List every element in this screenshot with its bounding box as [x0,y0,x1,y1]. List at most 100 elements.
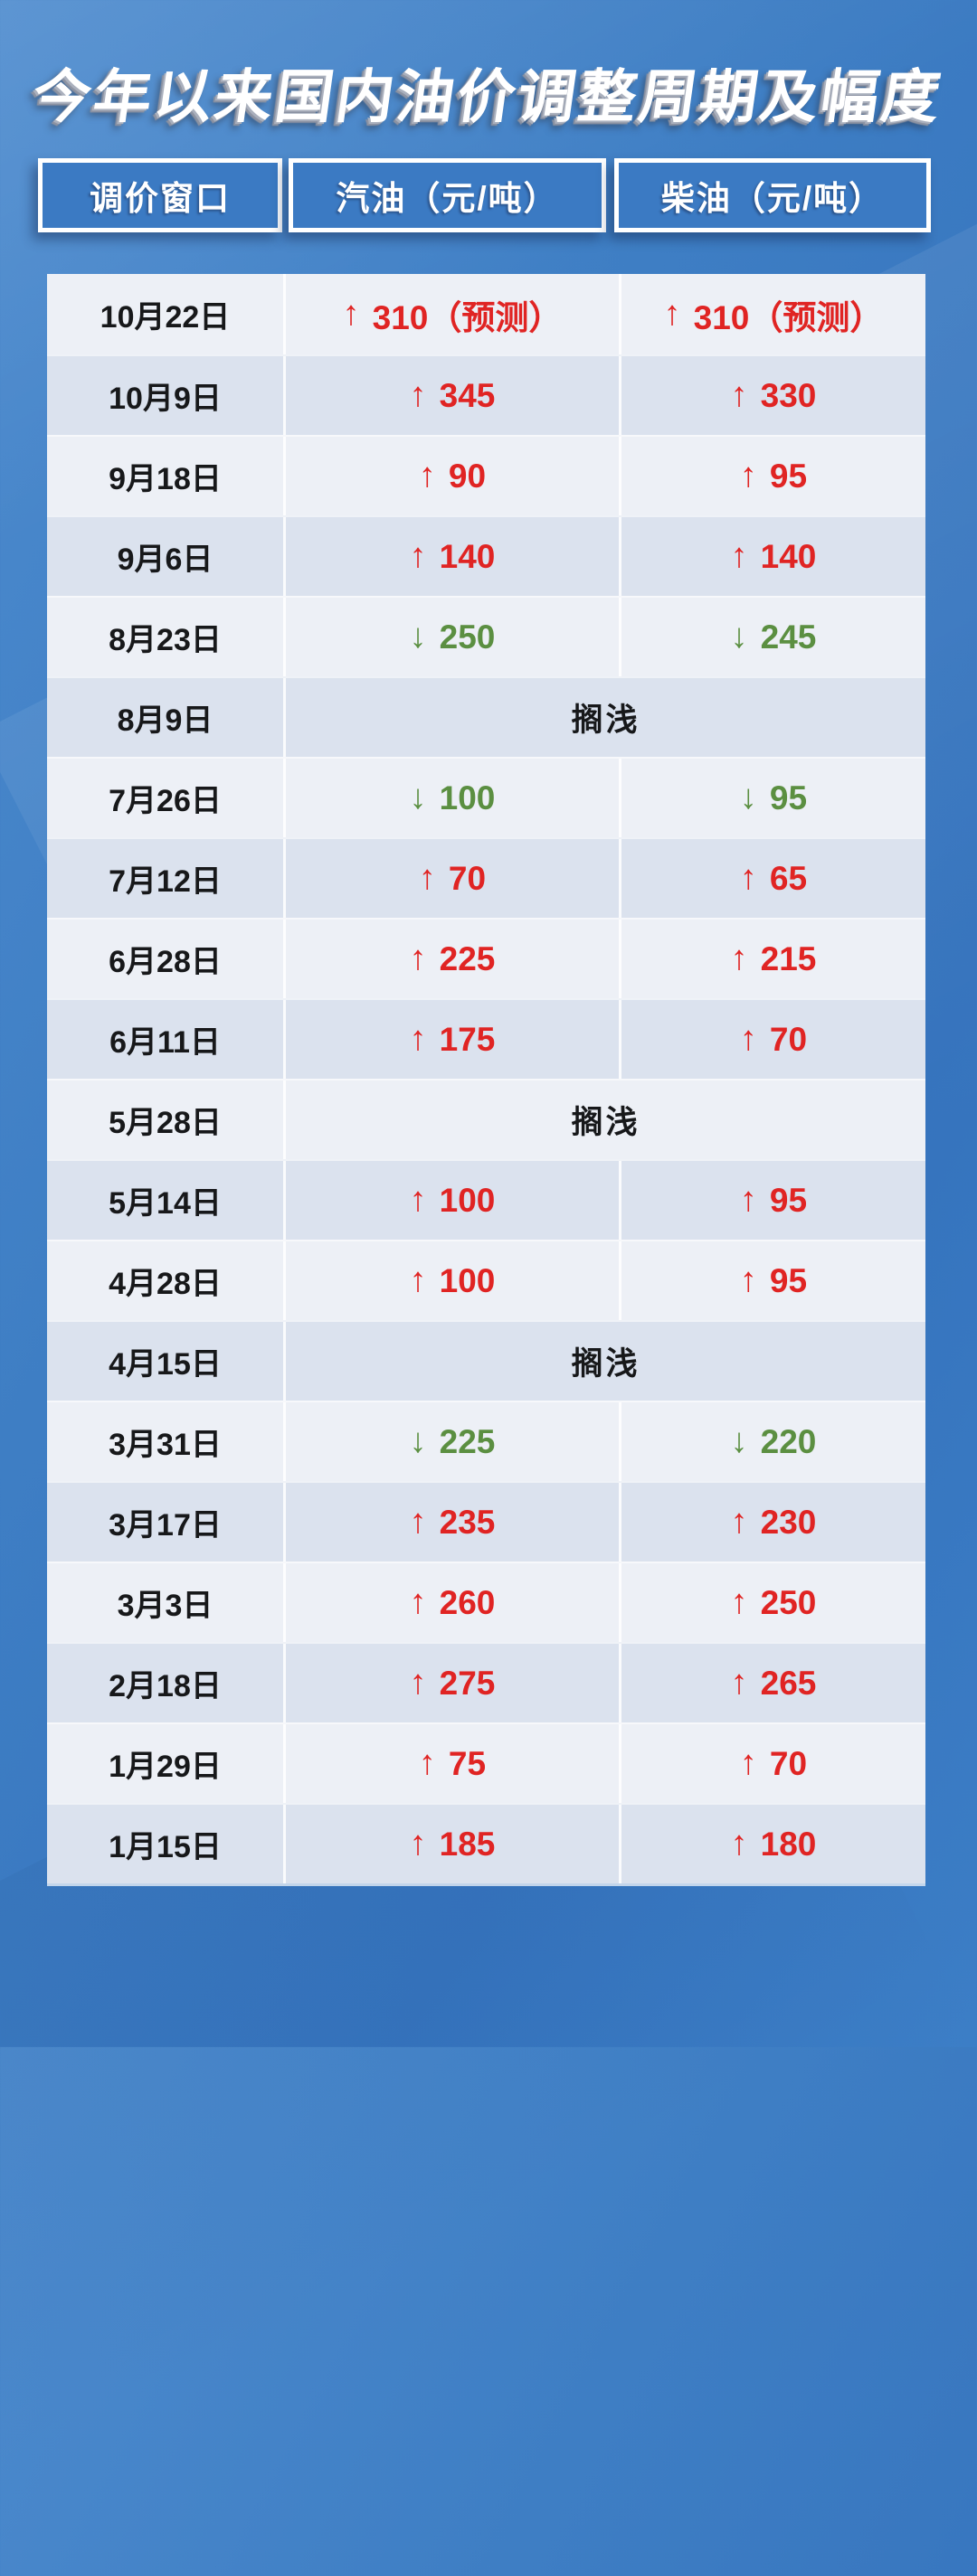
value-text: 70 [448,859,487,897]
diesel-value-cell: ↑ 310（预测） [619,274,925,354]
date-cell: 1月15日 [109,1830,222,1864]
down-arrow-icon: ↓ [409,778,427,816]
value-text: 330 [760,376,817,414]
up-arrow-icon: ↑ [342,295,360,333]
up-arrow-icon: ↑ [739,1744,757,1782]
gasoline-value-cell: ↑ 345 [283,356,619,435]
up-arrow-icon: ↑ [730,1503,748,1541]
diesel-value-cell: ↑ 70 [619,1000,925,1079]
table-row: 6月11日 ↑ 175 ↑ 70 [47,998,925,1079]
value-text: 95 [769,778,808,816]
table-row: 5月14日 ↑ 100 ↑ 95 [47,1159,925,1240]
table-header-row: 调价窗口 汽油（元/吨） 柴油（元/吨） [38,158,935,232]
up-arrow-icon: ↑ [418,457,436,495]
date-cell: 9月18日 [109,462,222,496]
date-cell: 8月9日 [117,703,213,738]
value-text: 310（预测） [372,298,563,336]
date-cell: 2月18日 [109,1669,222,1703]
date-cell: 3月3日 [117,1589,213,1623]
header-cell-adjustment-window: 调价窗口 [38,158,282,232]
up-arrow-icon: ↑ [739,1261,757,1299]
diesel-value-cell: ↑ 95 [619,1161,925,1240]
table-row: 7月26日 ↓ 100 ↓ 95 [47,757,925,837]
value-text: 95 [769,1181,808,1219]
up-arrow-icon: ↑ [409,939,427,977]
up-arrow-icon: ↑ [730,376,748,414]
value-text: 185 [439,1825,496,1863]
value-text: 70 [769,1744,808,1782]
header-cell-diesel: 柴油（元/吨） [614,158,931,232]
gasoline-value-cell: ↑ 310（预测） [283,274,619,354]
table-row: 5月28日 搁浅 [47,1079,925,1159]
value-text: 215 [760,939,817,977]
gasoline-value-cell: ↑ 235 [283,1483,619,1562]
diesel-value-cell: ↑ 330 [619,356,925,435]
diesel-value-cell: ↓ 220 [619,1402,925,1481]
gasoline-value-cell: ↓ 100 [283,759,619,837]
table-row: 7月12日 ↑ 70 ↑ 65 [47,837,925,918]
value-text: 100 [439,1181,496,1219]
value-text: 250 [760,1583,817,1621]
gasoline-value-cell: ↑ 185 [283,1805,619,1883]
gasoline-value-cell: ↑ 140 [283,517,619,596]
up-arrow-icon: ↑ [730,1583,748,1621]
value-text: 310（预测） [693,298,884,336]
table-row: 3月17日 ↑ 235 ↑ 230 [47,1481,925,1562]
date-cell: 4月15日 [109,1347,222,1382]
diesel-value-cell: ↓ 245 [619,598,925,676]
diesel-value-cell: ↑ 250 [619,1563,925,1642]
value-text: 345 [439,376,496,414]
diesel-value-cell: ↓ 95 [619,759,925,837]
diesel-value-cell: ↑ 65 [619,839,925,918]
gasoline-value-cell: ↑ 70 [283,839,619,918]
gasoline-value-cell: ↑ 75 [283,1724,619,1803]
gasoline-value-cell: ↑ 100 [283,1241,619,1320]
table-row: 4月28日 ↑ 100 ↑ 95 [47,1240,925,1320]
diesel-value-cell: ↑ 95 [619,1241,925,1320]
table-row: 10月22日 ↑ 310（预测） ↑ 310（预测） [47,274,925,354]
up-arrow-icon: ↑ [739,1020,757,1058]
value-text: 250 [439,618,496,656]
up-arrow-icon: ↑ [730,537,748,575]
date-cell: 10月22日 [100,300,231,335]
value-text: 95 [769,457,808,495]
value-text: 180 [760,1825,817,1863]
up-arrow-icon: ↑ [739,457,757,495]
up-arrow-icon: ↑ [730,1664,748,1702]
merged-status-cell: 搁浅 [283,1080,925,1159]
date-cell: 1月29日 [109,1750,222,1784]
down-arrow-icon: ↓ [409,618,427,656]
down-arrow-icon: ↓ [739,778,757,816]
up-arrow-icon: ↑ [409,1261,427,1299]
date-cell: 7月26日 [109,784,222,818]
gasoline-value-cell: ↑ 260 [283,1563,619,1642]
table-row: 9月6日 ↑ 140 ↑ 140 [47,515,925,596]
value-text: 140 [439,537,496,575]
date-cell: 8月23日 [109,623,222,657]
table-row: 10月9日 ↑ 345 ↑ 330 [47,354,925,435]
diesel-value-cell: ↑ 140 [619,517,925,596]
table-row: 2月18日 ↑ 275 ↑ 265 [47,1642,925,1722]
date-cell: 6月11日 [109,1025,221,1060]
up-arrow-icon: ↑ [409,1664,427,1702]
up-arrow-icon: ↑ [418,859,436,897]
value-text: 100 [439,778,496,816]
date-cell: 10月9日 [109,382,222,416]
value-text: 95 [769,1261,808,1299]
table-body: 10月22日 ↑ 310（预测） ↑ 310（预测） 10月9日 ↑ 345 ↑ 330 9月18日… [47,274,925,1886]
up-arrow-icon: ↑ [409,537,427,575]
value-text: 225 [439,1422,496,1460]
gasoline-value-cell: ↑ 225 [283,920,619,998]
value-text: 175 [439,1020,496,1058]
up-arrow-icon: ↑ [739,859,757,897]
value-text: 235 [439,1503,496,1541]
down-arrow-icon: ↓ [409,1422,427,1460]
gasoline-value-cell: ↑ 100 [283,1161,619,1240]
value-text: 75 [448,1744,487,1782]
table-row: 1月29日 ↑ 75 ↑ 70 [47,1722,925,1803]
value-text: 100 [439,1261,496,1299]
date-cell: 3月31日 [109,1428,222,1462]
page-title: 今年以来国内油价调整周期及幅度 [28,64,947,129]
value-text: 220 [760,1422,817,1460]
diesel-value-cell: ↑ 70 [619,1724,925,1803]
